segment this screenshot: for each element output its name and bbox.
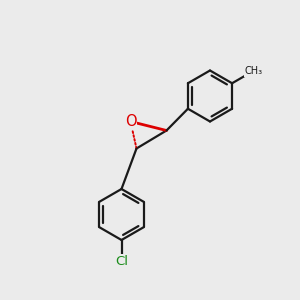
Text: Cl: Cl (115, 255, 128, 268)
Text: O: O (125, 114, 136, 129)
Text: CH₃: CH₃ (244, 66, 262, 76)
